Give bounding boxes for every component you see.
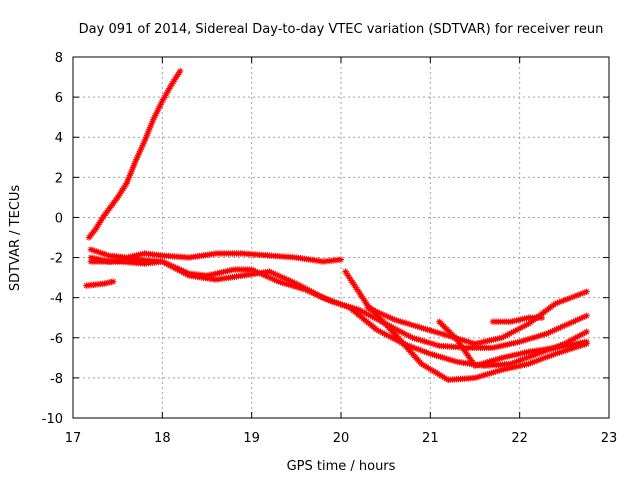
series-track-d <box>342 268 590 384</box>
y-tick-label: -4 <box>50 292 63 307</box>
y-tick-label: 8 <box>55 51 63 66</box>
x-tick-label: 22 <box>511 431 528 446</box>
y-axis-label: SDTVAR / TECUs <box>8 185 23 292</box>
x-tick-label: 23 <box>601 431 618 446</box>
y-tick-label: 0 <box>55 211 63 226</box>
x-tick-label: 19 <box>243 431 260 446</box>
x-tick-labels: 17 18 19 20 21 22 23 <box>65 431 618 446</box>
y-tick-label: -6 <box>50 332 63 347</box>
y-tick-labels: -10 -8 -6 -4 -2 0 2 4 6 8 <box>42 51 63 427</box>
y-tick-label: -10 <box>42 412 63 427</box>
series-track-f <box>436 318 590 370</box>
series-track-g <box>489 314 546 325</box>
y-tick-label: -8 <box>50 372 63 387</box>
series-track-a <box>87 246 345 265</box>
x-tick-label: 20 <box>333 431 350 446</box>
x-axis-label: GPS time / hours <box>287 459 396 474</box>
grid-lines <box>73 57 609 418</box>
series-low-stub <box>83 278 117 289</box>
y-tick-label: 4 <box>55 131 63 146</box>
x-tick-label: 18 <box>154 431 171 446</box>
axis-ticks <box>72 56 610 419</box>
x-tick-label: 21 <box>422 431 439 446</box>
chart-title: Day 091 of 2014, Sidereal Day-to-day VTE… <box>79 22 604 37</box>
data-series <box>83 67 590 384</box>
y-tick-label: -2 <box>50 252 63 267</box>
x-tick-label: 17 <box>65 431 82 446</box>
y-tick-label: 6 <box>55 91 63 106</box>
series-rising-track <box>85 67 184 241</box>
y-tick-label: 2 <box>55 171 63 186</box>
